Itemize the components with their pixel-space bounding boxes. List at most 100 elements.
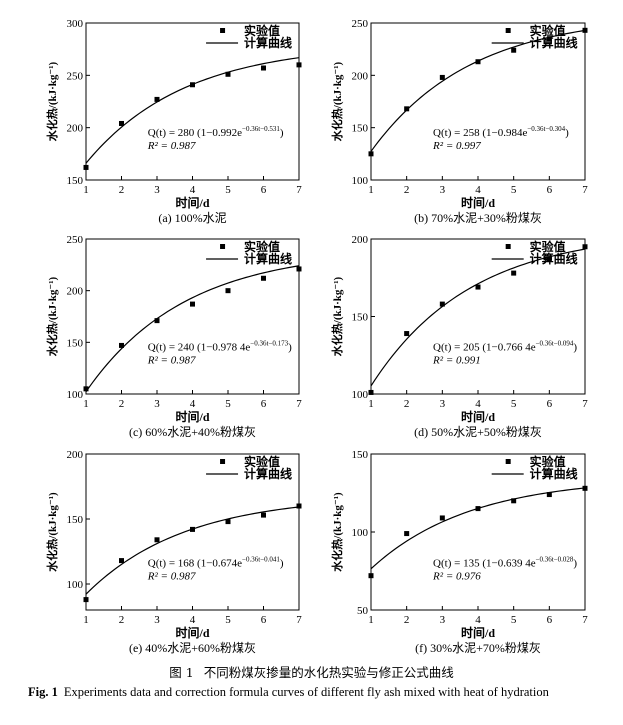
y-axis-label: 水化热/(kJ·kg⁻¹) <box>330 276 344 356</box>
formula-main: Q(t) = 205 (1−0.766 4e <box>433 342 536 354</box>
chart-panel-c: 1 2 3 4 5 6 7 100 150 200 250 时间/d 水化热/(kJ·kg⁻¹) 实验值计… <box>45 234 302 439</box>
x-tick-label: 5 <box>511 398 517 410</box>
data-point <box>368 573 374 579</box>
chart-panel-b: 1 2 3 4 5 6 7 100 150 200 250 时间/d 水化热/(kJ·kg⁻¹) 实验值计… <box>330 18 588 225</box>
formula-close: ) <box>573 342 577 354</box>
data-point <box>582 244 588 250</box>
data-point <box>546 492 552 498</box>
data-point <box>261 512 266 518</box>
caption-en-text: Experiments data and correction formula … <box>63 685 549 699</box>
y-tick-label: 250 <box>67 70 84 82</box>
data-point <box>154 96 160 102</box>
formula-main: Q(t) = 280 (1−0.992e <box>148 127 242 139</box>
data-point <box>404 106 410 112</box>
y-tick-label: 150 <box>67 175 84 187</box>
legend-label-curve: 计算曲线 <box>244 466 292 481</box>
data-point <box>511 270 517 276</box>
x-tick-label: 5 <box>225 184 231 196</box>
x-axis-label: 时间/d <box>461 625 495 640</box>
y-tick-label: 50 <box>357 605 369 617</box>
formula-exponent: −0.36t−0.304 <box>527 125 565 133</box>
x-tick-label: 3 <box>440 614 446 626</box>
y-axis-label: 水化热/(kJ·kg⁻¹) <box>330 492 344 572</box>
legend-marker-experiment <box>220 28 226 33</box>
x-tick-label: 4 <box>190 398 196 410</box>
y-tick-label: 300 <box>67 18 84 30</box>
y-tick-label: 250 <box>352 18 369 30</box>
y-tick-label: 200 <box>67 449 84 461</box>
data-point <box>404 531 410 537</box>
panel-caption: (b) 70%水泥+30%粉煤灰 <box>414 211 542 225</box>
legend-label-experiment: 实验值 <box>244 239 280 254</box>
x-tick-label: 1 <box>83 614 89 626</box>
y-tick-label: 100 <box>67 389 84 401</box>
x-tick-label: 4 <box>190 614 196 626</box>
formula-close: ) <box>280 557 284 569</box>
y-tick-label: 150 <box>67 337 84 349</box>
data-point <box>225 71 231 77</box>
x-tick-label: 6 <box>547 614 553 626</box>
x-tick-label: 2 <box>119 614 125 626</box>
panel-caption: (e) 40%水泥+60%粉煤灰 <box>129 641 256 655</box>
data-point <box>439 515 445 521</box>
x-tick-label: 2 <box>404 614 410 626</box>
legend-marker-experiment <box>220 244 226 249</box>
legend-label-experiment: 实验值 <box>530 239 566 254</box>
legend-label-experiment: 实验值 <box>530 454 566 469</box>
legend-marker-experiment <box>505 28 511 33</box>
data-point <box>546 256 552 262</box>
data-point <box>511 47 517 53</box>
x-tick-label: 1 <box>368 614 374 626</box>
x-axis-label: 时间/d <box>175 625 209 640</box>
caption-cn-text: 不同粉煤灰掺量的水化热实验与修正公式曲线 <box>203 665 454 680</box>
y-axis-label: 水化热/(kJ·kg⁻¹) <box>45 61 59 141</box>
x-tick-label: 2 <box>119 398 125 410</box>
y-tick-label: 150 <box>352 312 369 324</box>
y-tick-label: 150 <box>352 449 369 461</box>
legend-label-experiment: 实验值 <box>530 23 566 38</box>
data-point <box>190 82 195 88</box>
formula-exponent: −0.36t−0.028 <box>536 555 574 563</box>
data-point <box>546 36 552 42</box>
x-tick-label: 4 <box>475 398 481 410</box>
formula-close: ) <box>565 127 569 139</box>
y-tick-label: 100 <box>352 175 369 187</box>
formula-main: Q(t) = 258 (1−0.984e <box>433 127 527 139</box>
chart-panel-e: 1 2 3 4 5 6 7 100 150 200 时间/d 水化热/(kJ·kg⁻¹) 实验值计算曲线… <box>45 449 302 655</box>
x-tick-label: 3 <box>440 398 446 410</box>
figure-caption-cn: 图 1 不同粉煤灰掺量的水化热实验与修正公式曲线 <box>0 662 623 681</box>
panel-caption: (f) 30%水泥+70%粉煤灰 <box>415 641 541 655</box>
data-point <box>225 288 231 294</box>
x-tick-label: 3 <box>154 184 160 196</box>
data-point <box>296 503 302 509</box>
formula-main: Q(t) = 168 (1−0.674e <box>148 557 242 569</box>
r-squared: R² = 0.987 <box>147 570 196 582</box>
formula-annotation: Q(t) = 205 (1−0.766 4e−0.36t−0.094) <box>433 340 577 354</box>
data-point <box>154 537 160 543</box>
data-point <box>119 342 124 348</box>
x-tick-label: 4 <box>190 184 196 196</box>
y-axis-label: 水化热/(kJ·kg⁻¹) <box>45 276 59 356</box>
x-tick-label: 7 <box>296 184 302 196</box>
r-squared: R² = 0.987 <box>147 355 196 367</box>
data-point <box>296 266 302 272</box>
formula-annotation: Q(t) = 280 (1−0.992e−0.36t−0.531) <box>148 125 284 139</box>
y-tick-label: 250 <box>67 234 84 246</box>
x-tick-label: 3 <box>154 398 160 410</box>
data-point <box>368 389 374 395</box>
legend-label-curve: 计算曲线 <box>530 466 578 481</box>
data-point <box>404 331 410 337</box>
data-point <box>190 526 195 532</box>
x-tick-label: 7 <box>582 614 588 626</box>
r-squared: R² = 0.991 <box>432 355 481 367</box>
data-point <box>83 164 89 170</box>
y-tick-label: 150 <box>67 514 84 526</box>
x-tick-label: 7 <box>582 398 588 410</box>
formula-exponent: −0.36t−0.173 <box>250 340 288 348</box>
r-squared: R² = 0.976 <box>432 570 481 582</box>
formula-exponent: −0.36t−0.531 <box>242 125 280 133</box>
x-tick-label: 3 <box>154 614 160 626</box>
formula-exponent: −0.36t−0.041 <box>242 555 280 563</box>
y-tick-label: 100 <box>352 527 369 539</box>
